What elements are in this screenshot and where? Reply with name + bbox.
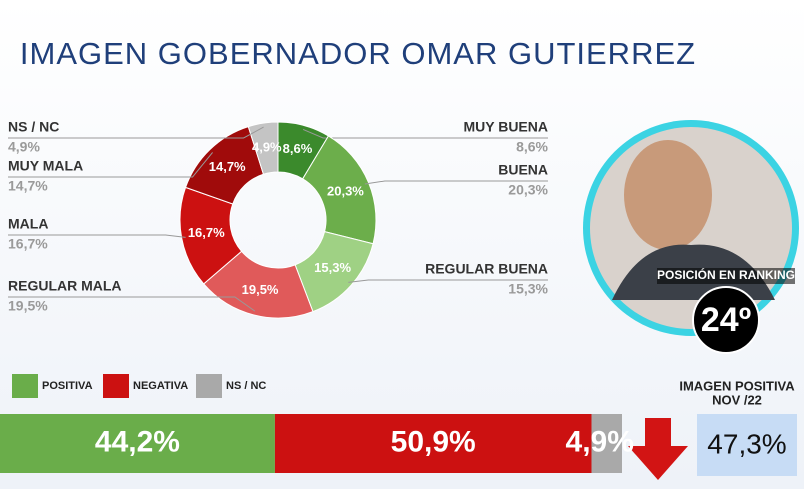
bar-segment xyxy=(274,414,592,473)
value-label: 20,3% xyxy=(508,182,548,198)
category-label: NS / NC xyxy=(8,119,59,135)
ranking-badge xyxy=(692,286,760,354)
bar-label: 4,9% xyxy=(566,425,634,458)
value-label: 14,7% xyxy=(8,178,48,194)
category-label: BUENA xyxy=(498,162,548,178)
value-label: 15,3% xyxy=(508,281,548,297)
slice-label: 14,7% xyxy=(209,159,246,174)
legend-label: POSITIVA xyxy=(42,380,93,392)
leader-line xyxy=(302,128,548,139)
donut-slice xyxy=(247,121,279,175)
slice-label: 20,3% xyxy=(327,184,364,199)
bar-segment xyxy=(0,414,275,473)
down-arrow xyxy=(628,418,688,480)
bar-label: 44,2% xyxy=(95,425,180,458)
leader-line xyxy=(348,279,548,283)
legend-swatch xyxy=(12,374,38,398)
bar-label: 50,9% xyxy=(391,425,476,458)
slice-label: 15,3% xyxy=(314,260,351,275)
legend-swatch xyxy=(103,374,129,398)
category-label: MALA xyxy=(8,216,48,232)
category-label: MUY BUENA xyxy=(463,119,548,135)
value-label: 4,9% xyxy=(8,139,40,155)
category-label: REGULAR BUENA xyxy=(425,261,548,277)
positive-value: 47,3% xyxy=(707,428,786,459)
bar-segment xyxy=(591,414,622,473)
category-label: MUY MALA xyxy=(8,158,83,174)
slice-label: 4,9% xyxy=(252,139,282,154)
positive-box xyxy=(697,414,797,476)
value-label: 16,7% xyxy=(8,236,48,252)
ranking-label: POSICIÓN EN RANKING xyxy=(657,267,795,282)
slice-label: 16,7% xyxy=(188,225,225,240)
value-label: 19,5% xyxy=(8,298,48,314)
positive-title: IMAGEN POSITIVA xyxy=(679,378,795,393)
legend-label: NEGATIVA xyxy=(133,380,188,392)
positive-title: NOV /22 xyxy=(712,392,762,407)
ranking-band xyxy=(657,268,795,284)
leader-line xyxy=(364,180,548,185)
leader-line xyxy=(8,152,213,178)
ranking-value: 24º xyxy=(701,301,751,339)
leader-line xyxy=(8,296,256,312)
legend-swatch xyxy=(196,374,222,398)
slice-label: 8,6% xyxy=(283,141,313,156)
chart-title: IMAGEN GOBERNADOR OMAR GUTIERREZ xyxy=(20,36,696,71)
photo-face xyxy=(624,140,712,250)
donut-slice xyxy=(302,135,377,245)
leader-line xyxy=(8,234,186,238)
category-label: REGULAR MALA xyxy=(8,278,122,294)
leader-line xyxy=(8,126,264,139)
value-label: 8,6% xyxy=(516,139,548,155)
legend-label: NS / NC xyxy=(226,380,266,392)
slice-label: 19,5% xyxy=(242,282,279,297)
